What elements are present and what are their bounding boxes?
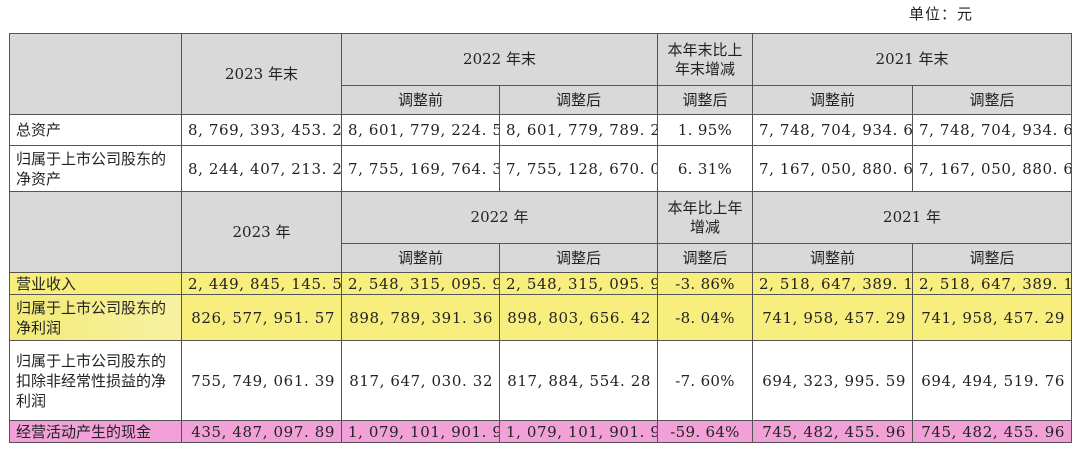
value-2023: 2, 449, 845, 145. 50 bbox=[181, 272, 342, 295]
financial-summary-table: 2023 年末 2022 年末 本年末比上年末增减 2021 年末 调整前 调整… bbox=[9, 33, 1073, 443]
value-2021-before: 7, 748, 704, 934. 69 bbox=[752, 114, 914, 146]
value-2022-after: 898, 803, 656. 42 bbox=[498, 294, 659, 341]
value-change: -59. 64% bbox=[657, 420, 754, 443]
row-label: 营业收入 bbox=[9, 272, 182, 295]
row-label: 总资产 bbox=[9, 114, 182, 146]
value-2021-after: 694, 494, 519. 76 bbox=[912, 340, 1073, 421]
value-2022-before: 7, 755, 169, 764. 32 bbox=[341, 145, 500, 192]
value-2021-before: 694, 323, 995. 59 bbox=[752, 340, 914, 421]
subheader-change-after: 调整后 bbox=[657, 243, 754, 273]
header-2023-end: 2023 年末 bbox=[181, 33, 342, 115]
header-2022-end: 2022 年末 bbox=[340, 33, 659, 86]
balance-subheader-row: 调整前 调整后 调整后 调整前 调整后 bbox=[10, 85, 1073, 115]
header-2021: 2021 年 bbox=[752, 191, 1073, 244]
header-change-end: 本年末比上年末增减 bbox=[657, 33, 754, 86]
header-2023: 2023 年 bbox=[181, 191, 342, 273]
value-2022-after: 7, 755, 128, 670. 04 bbox=[498, 145, 659, 192]
value-change: -3. 86% bbox=[657, 272, 754, 295]
subheader-2022-before: 调整前 bbox=[341, 85, 500, 115]
value-change: 6. 31% bbox=[657, 145, 754, 192]
subheader-2022-after: 调整后 bbox=[498, 85, 659, 115]
row-label: 经营活动产生的现金 bbox=[9, 420, 182, 443]
table-row: 归属于上市公司股东的净利润 826, 577, 951. 57 898, 789… bbox=[9, 294, 1073, 341]
unit-label: 单位：元 bbox=[908, 5, 973, 23]
header-blank-cell bbox=[9, 33, 182, 115]
balance-header-row: 2023 年末 2022 年末 本年末比上年末增减 2021 年末 bbox=[9, 33, 1073, 115]
row-label: 归属于上市公司股东的扣除非经常性损益的净利润 bbox=[9, 340, 182, 421]
table-row: 经营活动产生的现金 435, 487, 097. 89 1, 079, 101,… bbox=[9, 420, 1073, 443]
table-row: 营业收入 2, 449, 845, 145. 50 2, 548, 315, 0… bbox=[9, 272, 1073, 295]
value-2023: 8, 244, 407, 213. 25 bbox=[181, 145, 342, 192]
income-header-row: 2023 年 2022 年 本年比上年增减 2021 年 bbox=[9, 191, 1073, 273]
value-2021-before: 741, 958, 457. 29 bbox=[752, 294, 914, 341]
value-2021-before: 2, 518, 647, 389. 14 bbox=[752, 272, 914, 295]
subheader-change-after: 调整后 bbox=[657, 85, 754, 115]
value-change: 1. 95% bbox=[657, 114, 754, 146]
value-2022-after: 2, 548, 315, 095. 90 bbox=[498, 272, 659, 295]
value-2023: 435, 487, 097. 89 bbox=[181, 420, 342, 443]
value-change: -8. 04% bbox=[657, 294, 754, 341]
value-2023: 8, 769, 393, 453. 21 bbox=[181, 114, 342, 146]
income-subheader-row: 调整前 调整后 调整后 调整前 调整后 bbox=[10, 243, 1073, 273]
value-2022-after: 817, 884, 554. 28 bbox=[498, 340, 659, 421]
value-2021-before: 745, 482, 455. 96 bbox=[752, 420, 914, 443]
value-2022-before: 817, 647, 030. 32 bbox=[341, 340, 500, 421]
value-2021-after: 741, 958, 457. 29 bbox=[912, 294, 1073, 341]
header-2021-end: 2021 年末 bbox=[752, 33, 1073, 86]
subheader-2021-after: 调整后 bbox=[912, 85, 1073, 115]
subheader-2022-before: 调整前 bbox=[341, 243, 500, 273]
value-2021-after: 7, 748, 704, 934. 69 bbox=[912, 114, 1073, 146]
value-change: -7. 60% bbox=[657, 340, 754, 421]
table-row: 总资产 8, 769, 393, 453. 21 8, 601, 779, 22… bbox=[9, 114, 1073, 146]
value-2022-before: 8, 601, 779, 224. 55 bbox=[341, 114, 500, 146]
value-2023: 826, 577, 951. 57 bbox=[181, 294, 342, 341]
value-2021-after: 745, 482, 455. 96 bbox=[912, 420, 1073, 443]
header-blank-cell bbox=[9, 191, 182, 273]
value-2022-before: 898, 789, 391. 36 bbox=[341, 294, 500, 341]
subheader-2022-after: 调整后 bbox=[498, 243, 659, 273]
value-2023: 755, 749, 061. 39 bbox=[181, 340, 342, 421]
table-row: 归属于上市公司股东的扣除非经常性损益的净利润 755, 749, 061. 39… bbox=[9, 340, 1073, 421]
header-2022: 2022 年 bbox=[340, 191, 659, 244]
row-label: 归属于上市公司股东的净资产 bbox=[9, 145, 182, 192]
subheader-2021-before: 调整前 bbox=[752, 85, 914, 115]
subheader-2021-before: 调整前 bbox=[752, 243, 914, 273]
value-2021-after: 7, 167, 050, 880. 66 bbox=[912, 145, 1073, 192]
value-2022-before: 2, 548, 315, 095. 90 bbox=[341, 272, 500, 295]
header-change: 本年比上年增减 bbox=[657, 191, 754, 244]
value-2021-before: 7, 167, 050, 880. 66 bbox=[752, 145, 914, 192]
value-2022-after: 1, 079, 101, 901. 90 bbox=[498, 420, 659, 443]
value-2021-after: 2, 518, 647, 389. 14 bbox=[912, 272, 1073, 295]
row-label: 归属于上市公司股东的净利润 bbox=[9, 294, 182, 341]
value-2022-before: 1, 079, 101, 901. 90 bbox=[341, 420, 500, 443]
table-row: 归属于上市公司股东的净资产 8, 244, 407, 213. 25 7, 75… bbox=[9, 145, 1073, 192]
subheader-2021-after: 调整后 bbox=[912, 243, 1073, 273]
value-2022-after: 8, 601, 779, 789. 22 bbox=[498, 114, 659, 146]
